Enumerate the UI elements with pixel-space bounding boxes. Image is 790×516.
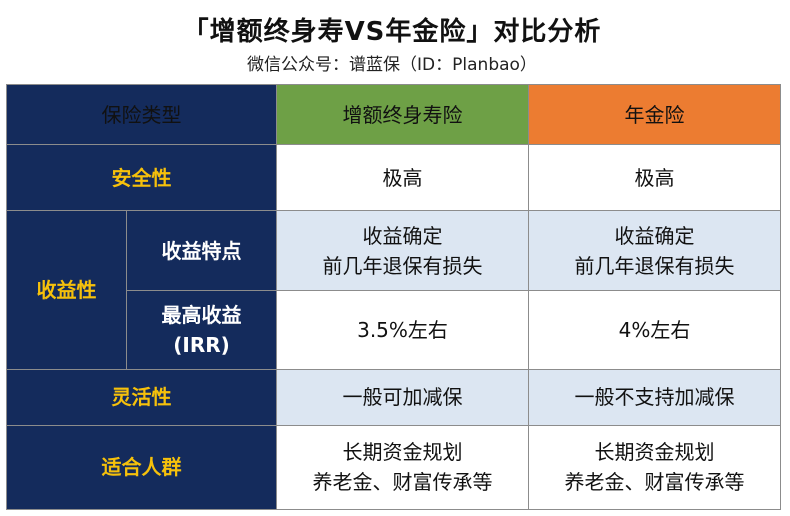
cell-line: 长期资金规划 — [594, 440, 715, 465]
row-label-safety: 安全性 — [6, 144, 277, 212]
row-label-income: 收益性 — [6, 210, 127, 370]
cell-line: 前几年退保有损失 — [574, 253, 735, 278]
comparison-table: 保险类型 增额终身寿险 年金险 安全性 极高 极高 收益性 收益特点 收益确定 … — [6, 83, 781, 511]
page-subtitle: 微信公众号：谱蓝保（ID：Planbao） — [247, 55, 537, 75]
cell-line: 长期资金规划 — [342, 440, 463, 465]
table-row-safety: 安全性 极高 极高 — [6, 144, 781, 212]
table-row-audience: 适合人群 长期资金规划 养老金、财富传承等 长期资金规划 养老金、财富传承等 — [6, 424, 781, 511]
cell-line: (IRR) — [173, 333, 230, 358]
cell-income-feature-whole-life: 收益确定 前几年退保有损失 — [276, 210, 529, 292]
table-row-flexibility: 灵活性 一般可加减保 一般不支持加减保 — [6, 368, 781, 426]
cell-audience-whole-life: 长期资金规划 养老金、财富传承等 — [276, 424, 529, 511]
row-sublabel-max-income: 最高收益 (IRR) — [126, 290, 277, 370]
cell-line: 收益确定 — [614, 223, 695, 248]
cell-audience-annuity: 长期资金规划 养老金、财富传承等 — [528, 424, 781, 511]
column-header-whole-life: 增额终身寿险 — [276, 83, 529, 146]
row-label-audience: 适合人群 — [6, 424, 277, 511]
cell-income-feature-annuity: 收益确定 前几年退保有损失 — [528, 210, 781, 292]
table-header-row: 保险类型 增额终身寿险 年金险 — [6, 83, 781, 146]
row-label-flexibility: 灵活性 — [6, 368, 277, 426]
cell-line: 前几年退保有损失 — [322, 253, 483, 278]
cell-line: 最高收益 — [161, 303, 242, 328]
row-sublabel-income-feature: 收益特点 — [126, 210, 277, 292]
page-title: 「增额终身寿VS年金险」对比分析 — [182, 17, 602, 47]
cell-line: 养老金、财富传承等 — [564, 470, 745, 495]
cell-flexibility-whole-life: 一般可加减保 — [276, 368, 529, 426]
table-row-income-feature: 收益性 收益特点 收益确定 前几年退保有损失 收益确定 前几年退保有损失 — [6, 210, 781, 370]
table-row-income-max: 最高收益 (IRR) 3.5%左右 4%左右 — [7, 290, 781, 370]
cell-max-income-whole-life: 3.5%左右 — [276, 290, 529, 370]
cell-safety-whole-life: 极高 — [276, 144, 529, 212]
cell-safety-annuity: 极高 — [528, 144, 781, 212]
column-header-annuity: 年金险 — [528, 83, 781, 146]
cell-max-income-annuity: 4%左右 — [528, 290, 781, 370]
cell-line: 养老金、财富传承等 — [312, 470, 493, 495]
cell-line: 收益确定 — [362, 223, 443, 248]
header: 「增额终身寿VS年金险」对比分析 微信公众号：谱蓝保（ID：Planbao） — [6, 6, 778, 84]
cell-flexibility-annuity: 一般不支持加减保 — [528, 368, 781, 426]
corner-label: 保险类型 — [6, 83, 277, 146]
